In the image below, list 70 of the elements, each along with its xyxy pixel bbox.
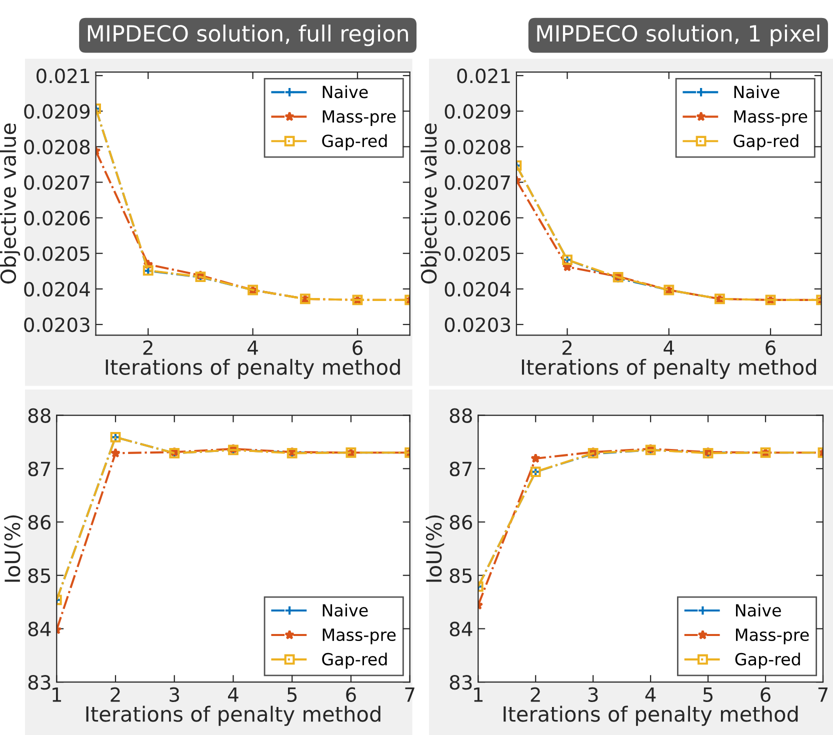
y-tick-label: 0.0206 xyxy=(444,210,510,226)
x-tick-label: 6 xyxy=(766,340,776,356)
x-tick-label: 6 xyxy=(352,340,362,356)
legend-label: Naive xyxy=(322,604,368,617)
y-tick-label: 0.0204 xyxy=(444,282,511,297)
y-tick-label: 0.0204 xyxy=(24,282,90,297)
x-tick-label: 2 xyxy=(562,340,572,355)
y-axis-title: Objective value xyxy=(420,124,441,284)
x-tick-label: 4 xyxy=(248,340,258,355)
legend-label: Naive xyxy=(322,85,368,98)
x-tick-label: 4 xyxy=(645,688,656,702)
x-tick-label: 7 xyxy=(818,688,828,702)
x-tick-label: 1 xyxy=(474,688,483,702)
x-tick-label: 4 xyxy=(664,340,674,355)
x-tick-label: 5 xyxy=(287,688,297,702)
legend-label: Gap-red xyxy=(322,652,387,669)
y-tick-label: 0.0205 xyxy=(444,246,510,262)
x-tick-label: 7 xyxy=(405,688,414,702)
y-tick-label: 86 xyxy=(450,514,472,530)
x-tick-label: 3 xyxy=(588,687,598,702)
y-tick-label: 84 xyxy=(450,622,472,636)
y-tick-label: 0.0209 xyxy=(444,104,510,119)
x-tick-label: 3 xyxy=(170,687,179,702)
x-tick-label: 5 xyxy=(703,688,713,702)
y-tick-label: 0.021 xyxy=(36,68,90,84)
x-axis-title: Iterations of penalty method xyxy=(504,706,798,726)
chart-title: MIPDECO solution, 1 pixel xyxy=(537,24,820,46)
y-tick-label: 0.0203 xyxy=(444,317,510,332)
y-tick-label: 87 xyxy=(28,462,50,476)
legend-label: Mass-pre xyxy=(322,110,396,126)
y-tick-label: 88 xyxy=(28,408,50,423)
x-axis-title: Iterations of penalty method xyxy=(86,706,380,726)
y-tick-label: 86 xyxy=(28,514,51,530)
x-tick-label: 2 xyxy=(110,687,120,702)
y-tick-label: 0.021 xyxy=(457,68,510,84)
y-tick-label: 0.0207 xyxy=(444,175,510,190)
y-tick-label: 0.0208 xyxy=(444,140,510,154)
y-axis-title: Objective value xyxy=(0,124,20,284)
legend-label: Gap-red xyxy=(735,652,800,669)
y-tick-label: 87 xyxy=(450,462,472,476)
y-tick-label: 0.0208 xyxy=(24,140,90,154)
y-axis-title: IoU(%) xyxy=(426,515,444,582)
y-tick-label: 85 xyxy=(450,568,472,584)
y-tick-label: 85 xyxy=(28,568,50,584)
legend-label: Naive xyxy=(736,604,781,617)
legend-label: Naive xyxy=(734,85,780,98)
x-tick-label: 2 xyxy=(530,687,540,702)
y-tick-label: 0.0209 xyxy=(24,104,90,119)
x-tick-label: 4 xyxy=(228,688,238,702)
y-axis-title: IoU(%) xyxy=(4,515,23,582)
legend-label: Gap-red xyxy=(322,134,387,150)
legend-label: Mass-pre xyxy=(734,110,808,126)
x-axis-title: Iterations of penalty method xyxy=(522,358,816,379)
legend-label: Mass-pre xyxy=(322,628,396,644)
y-tick-label: 84 xyxy=(28,622,51,636)
y-tick-label: 0.0206 xyxy=(24,210,90,226)
x-tick-label: 1 xyxy=(52,688,62,702)
y-tick-label: 0.0203 xyxy=(24,317,90,332)
y-tick-label: 83 xyxy=(450,675,472,690)
y-tick-label: 88 xyxy=(450,408,472,423)
y-tick-label: 0.0207 xyxy=(24,175,90,190)
x-tick-label: 2 xyxy=(143,340,152,355)
legend-label: Mass-pre xyxy=(736,628,809,644)
y-tick-label: 0.0205 xyxy=(24,246,90,262)
x-axis-title: Iterations of penalty method xyxy=(106,358,400,379)
y-tick-label: 83 xyxy=(28,675,50,690)
chart-title: MIPDECO solution, full region xyxy=(88,24,408,46)
x-tick-label: 6 xyxy=(760,687,770,702)
x-tick-label: 6 xyxy=(346,687,356,702)
legend-label: Gap-red xyxy=(734,134,798,150)
